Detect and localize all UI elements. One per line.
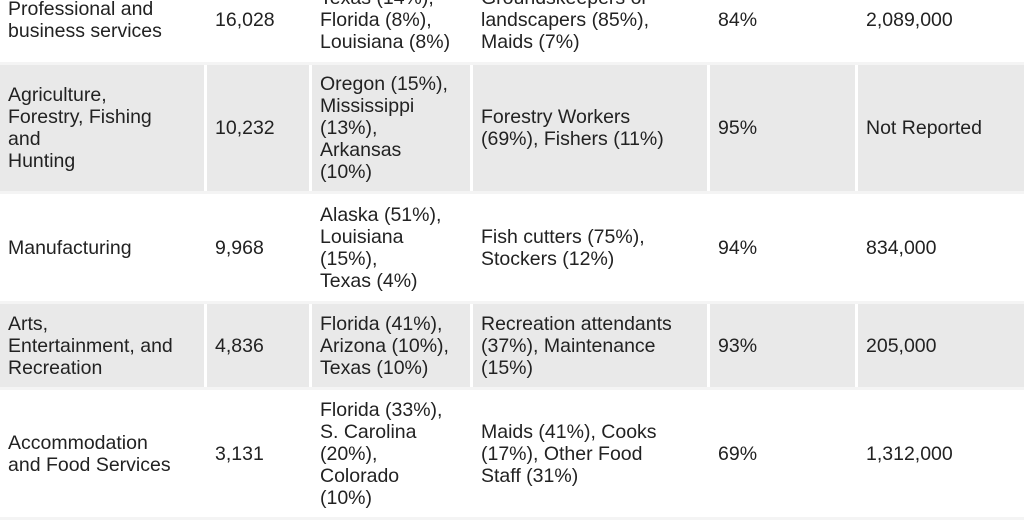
industry-cell: Accommodation and Food Services [0,390,207,517]
states-cell: Texas (14%), Florida (8%), Louisiana (8%… [312,0,473,62]
table-row: Arts, Entertainment, and Recreation 4,83… [0,304,1024,390]
states-text: Florida (33%), S. Carolina (20%), Colora… [320,398,443,509]
share-text: 69% [718,442,758,465]
states-text: Texas (14%), Florida (8%), Louisiana (8%… [320,0,451,53]
total-cell: 205,000 [858,304,1024,387]
count-text: 10,232 [215,117,275,139]
table-row: Agriculture, Forestry, Fishing and Hunti… [0,65,1024,194]
industry-cell: Professional and business services [0,0,207,62]
total-text: 2,089,000 [866,9,953,31]
jobs-text: Forestry Workers (69%), Fishers (11%) [481,106,664,150]
states-cell: Oregon (15%), Mississippi (13%), Arkansa… [312,65,473,191]
count-text: 3,131 [215,442,264,465]
jobs-cell: Fish cutters (75%), Stockers (12%) [473,194,710,301]
total-cell: 834,000 [858,194,1024,301]
total-cell: Not Reported [858,65,1024,191]
total-cell: 1,312,000 [858,390,1024,517]
count-cell: 9,968 [207,194,312,301]
share-text: 93% [718,334,758,357]
industry-text: Arts, Entertainment, and Recreation [8,312,173,379]
table-row: Accommodation and Food Services 3,131 Fl… [0,390,1024,520]
total-cell: 2,089,000 [858,0,1024,62]
table-row: Professional and business services 16,02… [0,0,1024,65]
industry-cell: Agriculture, Forestry, Fishing and Hunti… [0,65,207,191]
share-cell: 93% [710,304,858,387]
share-cell: 94% [710,194,858,301]
total-text: 205,000 [866,334,937,357]
jobs-cell: Maids (41%), Cooks (17%), Other Food Sta… [473,390,710,517]
states-text: Florida (41%), Arizona (10%), Texas (10%… [320,312,449,379]
states-cell: Alaska (51%), Louisiana (15%), Texas (4%… [312,194,473,301]
share-cell: 84% [710,0,858,62]
jobs-cell: Groundskeepers or landscapers (85%), Mai… [473,0,710,62]
count-text: 16,028 [215,9,275,31]
jobs-text: Recreation attendants (37%), Maintenance… [481,312,672,379]
share-text: 95% [718,117,758,139]
jobs-cell: Forestry Workers (69%), Fishers (11%) [473,65,710,191]
total-text: Not Reported [866,117,982,139]
industry-cell: Manufacturing [0,194,207,301]
total-text: 834,000 [866,236,937,259]
jobs-text: Fish cutters (75%), Stockers (12%) [481,225,645,270]
share-text: 94% [718,236,758,259]
industry-text: Accommodation and Food Services [8,431,171,476]
jobs-text: Groundskeepers or landscapers (85%), Mai… [481,0,649,53]
industry-cell: Arts, Entertainment, and Recreation [0,304,207,387]
count-cell: 10,232 [207,65,312,191]
share-cell: 95% [710,65,858,191]
industry-text: Agriculture, Forestry, Fishing and Hunti… [8,84,152,172]
states-text: Alaska (51%), Louisiana (15%), Texas (4%… [320,203,442,292]
states-cell: Florida (33%), S. Carolina (20%), Colora… [312,390,473,517]
share-cell: 69% [710,390,858,517]
jobs-cell: Recreation attendants (37%), Maintenance… [473,304,710,387]
count-text: 9,968 [215,236,264,259]
industry-text: Professional and business services [8,0,162,42]
states-text: Oregon (15%), Mississippi (13%), Arkansa… [320,73,448,183]
count-cell: 16,028 [207,0,312,62]
jobs-text: Maids (41%), Cooks (17%), Other Food Sta… [481,420,657,487]
count-cell: 4,836 [207,304,312,387]
count-text: 4,836 [215,334,264,357]
industry-text: Manufacturing [8,236,132,259]
total-text: 1,312,000 [866,442,953,465]
states-cell: Florida (41%), Arizona (10%), Texas (10%… [312,304,473,387]
share-text: 84% [718,9,758,31]
count-cell: 3,131 [207,390,312,517]
table-row: Manufacturing 9,968 Alaska (51%), Louisi… [0,194,1024,304]
